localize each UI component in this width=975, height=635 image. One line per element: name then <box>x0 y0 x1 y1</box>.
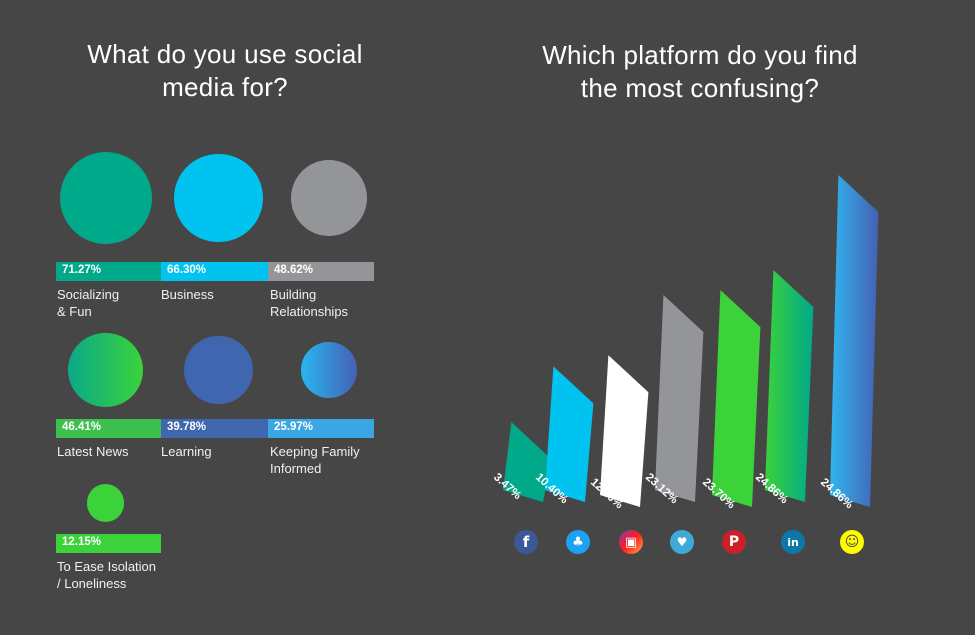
pinterest-icon: P <box>722 530 746 554</box>
category-label: Latest News <box>57 444 129 459</box>
bar-value-label: 48.62% <box>274 264 314 276</box>
circle-2 <box>291 160 367 236</box>
bar-value-label: 46.41% <box>62 421 102 433</box>
bar-3: 46.41% <box>56 419 161 438</box>
circle-1 <box>174 153 263 243</box>
bar-value-label: 25.97% <box>274 421 314 433</box>
instagram-icon: ▣ <box>619 530 643 554</box>
twitter-icon: ♣ <box>566 530 590 554</box>
bar-value-label: 12.15% <box>62 536 102 548</box>
circle-5 <box>301 342 357 398</box>
category-label: Keeping Family Informed <box>270 444 360 476</box>
bar-instagram <box>600 355 649 507</box>
bar-twitter <box>545 366 594 502</box>
bar-5: 25.97% <box>268 419 374 438</box>
category-label: Business <box>161 287 214 302</box>
left-chart-title: What do you use social media for? <box>87 39 363 102</box>
bar-periscope <box>655 295 704 502</box>
bar-6: 12.15% <box>56 534 161 553</box>
bar-pinterest <box>712 290 761 507</box>
circle-4 <box>184 335 253 405</box>
category-label: To Ease Isolation / Loneliness <box>57 559 157 591</box>
circle-3 <box>68 332 143 408</box>
right-chart-title: Which platform do you find the most conf… <box>542 40 858 103</box>
category-label: Building Relationships <box>270 287 349 319</box>
bar-4: 39.78% <box>161 419 268 438</box>
bar-snapchat <box>830 175 879 507</box>
category-label: Socializing & Fun <box>57 287 120 319</box>
bar-facebook <box>503 422 552 502</box>
bar-linkedin <box>765 270 814 502</box>
linkedin-icon: in <box>781 530 805 554</box>
bar-value-label: 66.30% <box>167 264 207 276</box>
circle-6 <box>86 484 125 522</box>
bar-value-label: 39.78% <box>167 421 207 433</box>
periscope-icon: ♥ <box>670 530 694 554</box>
category-label: Learning <box>161 444 212 459</box>
bar-value-label: 71.27% <box>62 264 102 276</box>
facebook-icon: f <box>514 530 538 554</box>
bar-0: 71.27% <box>56 262 161 281</box>
snapchat-icon: ☺ <box>840 530 864 554</box>
bar-2: 48.62% <box>268 262 374 281</box>
circle-0 <box>59 152 152 244</box>
bar-1: 66.30% <box>161 262 268 281</box>
